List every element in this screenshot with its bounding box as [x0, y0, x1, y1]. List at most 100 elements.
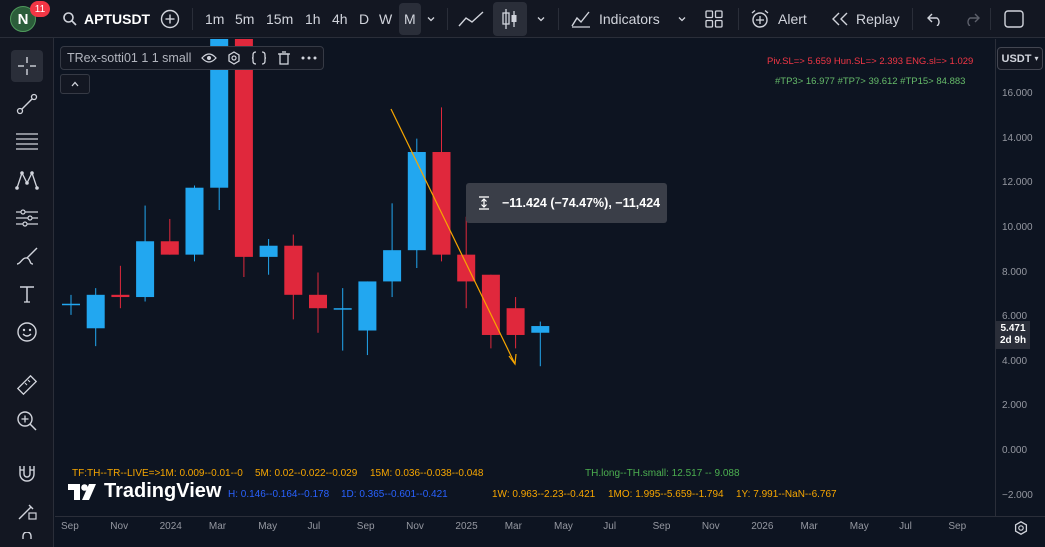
time-tick-label: May	[554, 521, 573, 532]
fib-tool[interactable]	[11, 126, 43, 158]
time-tick-label: 2026	[751, 521, 774, 532]
line-chart-button[interactable]	[458, 0, 484, 38]
price-tick-label: 0.000	[1002, 445, 1028, 456]
candle	[432, 107, 451, 262]
pattern-tool[interactable]	[11, 164, 43, 196]
interval-15m[interactable]: 15m	[266, 0, 293, 38]
indicators-button[interactable]: Indicators	[571, 0, 660, 38]
zoom-tool[interactable]	[11, 405, 43, 437]
time-tick-label: Mar	[504, 521, 522, 532]
smiley-icon	[17, 322, 37, 342]
time-tick-label: 2025	[455, 521, 478, 532]
tf-1m: 1M: 0.009--0.01--0	[160, 468, 243, 479]
interval-dropdown[interactable]	[426, 0, 436, 38]
candle	[333, 288, 352, 351]
eye-icon[interactable]	[201, 52, 218, 64]
indicators-dropdown[interactable]	[677, 0, 687, 38]
collapse-legend-button[interactable]	[60, 74, 90, 94]
alarm-clock-icon	[751, 10, 769, 28]
chevron-down-icon	[427, 17, 435, 22]
chart-pane[interactable]	[55, 39, 995, 516]
tf-5m: 5M: 0.02--0.022--0.029	[255, 468, 358, 479]
trend-line-tool[interactable]	[11, 88, 43, 120]
interval-w[interactable]: W	[379, 0, 392, 38]
symbol-name: APTUSDT	[84, 11, 151, 27]
time-axis[interactable]	[55, 516, 1045, 547]
trend-line	[390, 108, 516, 365]
magnet-tool[interactable]	[11, 458, 43, 490]
projection-icon	[16, 209, 38, 227]
top-toolbar: N 11 APTUSDT 1m 5m 15m 1h 4h D W M Indic…	[0, 0, 1045, 38]
alert-button[interactable]: Alert	[750, 0, 807, 38]
trend-line-icon	[16, 93, 38, 115]
candle-body	[259, 245, 278, 257]
magnet-icon	[19, 466, 35, 482]
time-tick-label: Mar	[208, 521, 227, 532]
brush-tool[interactable]	[11, 240, 43, 272]
interval-1m[interactable]: 1m	[205, 0, 224, 38]
current-price-label: 5.471 2d 9h	[996, 321, 1030, 349]
pivot-sl-info: Piv.SL=> 5.659 Hun.SL=> 2.393 ENG.sl=> 1…	[767, 56, 974, 67]
interval-1h[interactable]: 1h	[305, 0, 321, 38]
candle	[185, 185, 204, 262]
lock-tool[interactable]	[11, 532, 43, 547]
trend-arrowhead	[508, 353, 517, 366]
crosshair-tool[interactable]	[11, 50, 43, 82]
tf-1d: 1D: 0.365--0.601--0.421	[341, 489, 448, 500]
fibonacci-icon	[16, 133, 38, 150]
chevron-down-icon	[678, 17, 686, 22]
candle	[383, 203, 402, 298]
candles-chart-button[interactable]	[493, 2, 527, 36]
candle	[62, 294, 80, 315]
chart-settings-button[interactable]	[1012, 519, 1030, 537]
stay-in-drawing-tool[interactable]	[11, 495, 43, 527]
candle	[309, 272, 327, 333]
measure-tool[interactable]	[11, 369, 43, 401]
price-axis[interactable]	[995, 39, 1045, 516]
time-tick-label: Jul	[603, 521, 617, 532]
undo-button[interactable]	[927, 0, 943, 38]
settings-icon[interactable]	[227, 51, 241, 65]
measure-arrows-icon	[479, 196, 489, 210]
indicator-legend[interactable]: TRex-sotti01 1 1 small	[60, 46, 325, 70]
compare-symbol-button[interactable]	[160, 0, 180, 38]
icon-tool[interactable]	[11, 316, 43, 348]
candle	[531, 321, 550, 367]
alert-label: Alert	[778, 11, 807, 27]
currency-button[interactable]: USDT ▾	[997, 47, 1043, 70]
replay-button[interactable]: Replay	[831, 0, 900, 38]
forecasting-tool[interactable]	[11, 202, 43, 234]
price-tick-label: 12.000	[1002, 177, 1033, 189]
pattern-icon	[15, 171, 39, 190]
tp-info: #TP3> 16.977 #TP7> 39.612 #TP15> 84.883	[775, 76, 966, 87]
interval-5m[interactable]: 5m	[235, 0, 254, 38]
candle-body	[457, 254, 476, 282]
candle	[136, 205, 155, 302]
candle-body	[481, 274, 500, 335]
interval-m[interactable]: M	[399, 3, 421, 35]
tf-15m: 15M: 0.036--0.038--0.048	[370, 468, 484, 479]
layout-button[interactable]	[705, 0, 723, 38]
window-toggle-button[interactable]	[1004, 0, 1024, 38]
interval-4h[interactable]: 4h	[332, 0, 348, 38]
line-chart-icon	[458, 11, 484, 27]
interval-label: 5m	[235, 11, 255, 27]
more-icon[interactable]	[301, 55, 317, 61]
tf-1h: H: 0.146--0.164--0.178	[228, 489, 330, 500]
candle-body	[358, 281, 377, 331]
separator	[192, 8, 193, 30]
symbol-search[interactable]: APTUSDT	[62, 0, 150, 38]
trash-icon[interactable]	[277, 51, 291, 65]
chart-type-dropdown[interactable]	[536, 0, 546, 38]
gear-icon	[1014, 521, 1028, 535]
interval-label: D	[359, 11, 370, 27]
interval-d[interactable]: D	[359, 0, 369, 38]
text-tool[interactable]	[11, 278, 43, 310]
redo-button[interactable]	[964, 0, 980, 38]
interval-label: 15m	[266, 11, 294, 27]
time-tick-label: Jul	[307, 521, 321, 532]
tradingview-logo[interactable]: TradingView	[68, 480, 221, 503]
grid-layout-icon	[705, 10, 723, 28]
candle	[234, 39, 253, 277]
source-code-icon[interactable]	[251, 51, 267, 65]
